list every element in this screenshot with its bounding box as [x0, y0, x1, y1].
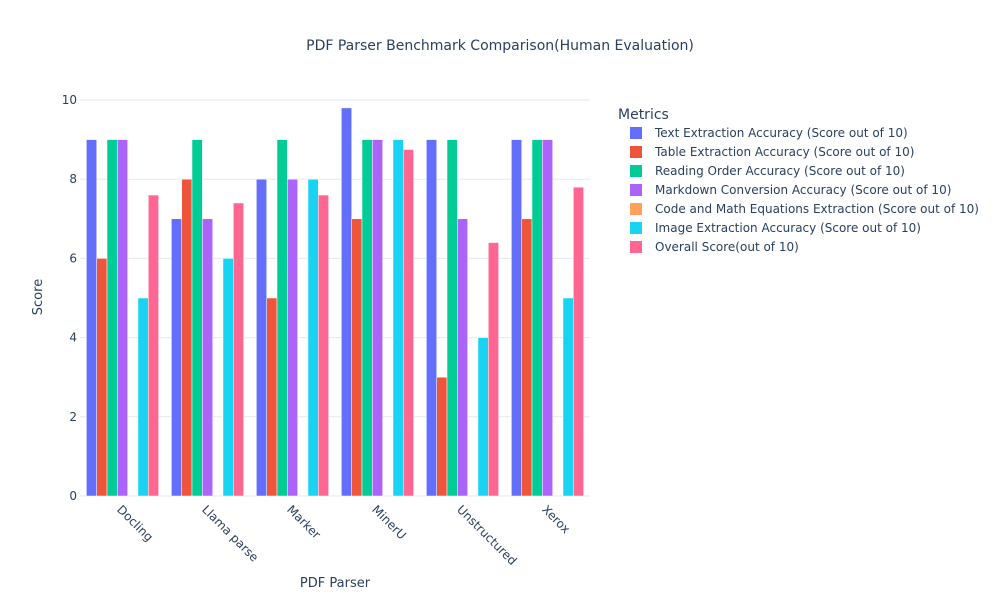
bar: [436, 376, 448, 497]
legend-swatch: [630, 241, 642, 253]
bar: [233, 202, 244, 497]
y-tick-label: 2: [69, 410, 77, 424]
bar: [542, 139, 553, 497]
bar: [222, 258, 234, 497]
bar: [171, 218, 182, 497]
bar: [392, 139, 404, 497]
bar: [372, 139, 383, 497]
bar: [287, 178, 298, 497]
x-tick-label: Unstructured: [454, 502, 519, 567]
bar: [318, 194, 329, 497]
bar: [477, 337, 489, 497]
bar: [361, 139, 373, 497]
y-tick-label: 4: [69, 331, 77, 345]
bar: [403, 149, 414, 497]
legend-swatch: [630, 222, 642, 234]
bar: [181, 178, 193, 497]
bar: [446, 139, 458, 497]
bar: [341, 107, 352, 497]
legend-item-label: Image Extraction Accuracy (Score out of …: [655, 221, 921, 235]
x-tick-label: Marker: [284, 502, 323, 541]
legend-title: Metrics: [618, 107, 669, 123]
y-tick-label: 10: [62, 93, 77, 107]
x-tick-label: Xerox: [539, 502, 573, 536]
bar: [256, 178, 267, 497]
bar: [106, 139, 118, 497]
legend-swatch: [630, 184, 642, 196]
legend-swatch: [630, 127, 642, 139]
grid: [80, 99, 590, 497]
x-tick-label: Docling: [114, 502, 156, 544]
bar: [351, 218, 363, 497]
bar: [96, 258, 108, 497]
y-axis-title: Score: [31, 279, 46, 315]
x-axis: Docling Llama parse Marker MinerU Unstructur…: [114, 502, 573, 567]
chart-title: PDF Parser Benchmark Comparison(Human Ev…: [306, 38, 694, 54]
legend-swatch: [630, 146, 642, 158]
x-tick-label: MinerU: [369, 502, 409, 542]
bar: [573, 186, 584, 497]
bar: [266, 297, 278, 497]
y-tick-label: 0: [69, 489, 77, 503]
bar: [457, 218, 468, 497]
bar: [562, 297, 574, 497]
y-tick-label: 6: [69, 251, 77, 265]
legend: Text Extraction Accuracy (Score out of 1…: [630, 126, 979, 254]
bar: [531, 139, 543, 497]
x-tick-label: Llama parse: [199, 502, 261, 564]
legend-swatch: [630, 203, 642, 215]
bar: [276, 139, 288, 497]
bar: [137, 297, 149, 497]
bar: [488, 242, 499, 497]
y-tick-label: 8: [69, 172, 77, 186]
legend-item-label: Reading Order Accuracy (Score out of 10): [655, 164, 905, 178]
bar: [117, 139, 128, 497]
bar: [521, 218, 533, 497]
legend-item-label: Text Extraction Accuracy (Score out of 1…: [654, 126, 908, 140]
bar: [202, 218, 213, 497]
x-axis-title: PDF Parser: [300, 576, 371, 591]
legend-item-label: Table Extraction Accuracy (Score out of …: [654, 145, 914, 159]
bar: [307, 178, 319, 497]
legend-swatch: [630, 165, 642, 177]
legend-item-label: Code and Math Equations Extraction (Scor…: [655, 202, 979, 216]
legend-item-label: Overall Score(out of 10): [655, 240, 799, 254]
y-axis: 0 2 4 6 8 10: [62, 93, 77, 503]
bars: [86, 107, 584, 497]
bar: [86, 139, 97, 497]
bar: [148, 194, 159, 497]
bar: [511, 139, 522, 497]
bar: [191, 139, 203, 497]
legend-item-label: Markdown Conversion Accuracy (Score out …: [655, 183, 951, 197]
bar: [426, 139, 437, 497]
